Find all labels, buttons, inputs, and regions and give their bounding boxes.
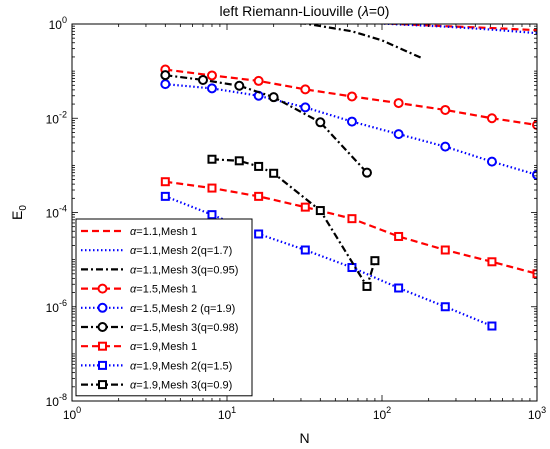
legend-entry: α=1.9,Mesh 1 <box>81 341 197 353</box>
series-line <box>165 83 537 176</box>
data-point <box>206 83 217 94</box>
data-point <box>487 321 497 331</box>
axes-layer: 100 101 102 103 10-8 10-6 10-4 10-2 100 <box>46 15 547 422</box>
data-layer <box>160 24 537 331</box>
data-point <box>160 191 170 201</box>
data-point <box>207 154 217 164</box>
data-point <box>253 75 264 86</box>
data-point <box>440 302 450 312</box>
data-point <box>440 104 451 115</box>
legend-label: α=1.9,Mesh 3(q=0.9) <box>130 380 232 392</box>
legend-entry: α=1.1,Mesh 1 <box>81 226 197 238</box>
legend-entry: α=1.9,Mesh 2(q=1.5) <box>81 360 232 372</box>
data-point <box>487 257 497 267</box>
x-axis-label: N <box>299 430 309 446</box>
legend-entry: α=1.9,Mesh 3(q=0.9) <box>81 380 232 392</box>
data-point <box>160 70 171 81</box>
data-point <box>486 113 497 124</box>
legend-entry: α=1.5,Mesh 2 (q=1.9) <box>81 302 235 315</box>
series-1 <box>372 24 537 32</box>
data-point <box>234 156 244 166</box>
data-point <box>362 281 372 291</box>
data-point <box>300 102 311 113</box>
data-point <box>207 210 217 220</box>
data-point <box>393 98 404 109</box>
legend: α=1.1,Mesh 1 α=1.1,Mesh 2(q=1.7) α=1.1,Mes… <box>75 218 253 397</box>
data-point <box>346 91 357 102</box>
data-point <box>97 302 108 313</box>
series-line <box>165 74 368 174</box>
series-line <box>288 24 423 59</box>
legend-label: α=1.1,Mesh 1 <box>130 226 197 238</box>
data-point <box>300 84 311 95</box>
series-4 <box>160 64 537 130</box>
data-point <box>269 168 279 178</box>
legend-entry: α=1.5,Mesh 1 <box>81 283 197 296</box>
data-point <box>300 245 310 255</box>
data-point <box>300 202 310 212</box>
legend-label: α=1.9,Mesh 1 <box>130 341 197 353</box>
y-tick-label: 100 <box>49 15 67 32</box>
series-line <box>164 195 493 328</box>
legend-label: α=1.5,Mesh 1 <box>130 284 197 296</box>
series-9 <box>207 154 380 291</box>
legend-label: α=1.5,Mesh 2 (q=1.9) <box>130 303 235 315</box>
series-line <box>368 24 537 35</box>
data-point <box>98 360 107 370</box>
legend-entry: α=1.5,Mesh 3(q=0.98) <box>81 322 238 334</box>
data-point <box>393 129 404 140</box>
data-point <box>98 341 107 351</box>
data-point <box>370 256 380 266</box>
data-point <box>254 191 264 201</box>
data-point <box>234 80 245 91</box>
data-point <box>347 214 357 224</box>
y-tick-label: 10-4 <box>46 204 67 221</box>
data-point <box>486 156 497 167</box>
legend-label: α=1.1,Mesh 2(q=1.7) <box>130 245 232 257</box>
data-point <box>160 79 171 90</box>
series-line <box>372 24 537 32</box>
data-point <box>206 70 217 81</box>
data-point <box>254 229 264 239</box>
y-tick-label: 10-6 <box>46 298 67 315</box>
y-tick-label: 10-2 <box>46 109 67 126</box>
legend-entry: α=1.1,Mesh 3(q=0.95) <box>81 264 238 276</box>
data-point <box>98 380 107 390</box>
x-tick-label: 103 <box>528 405 546 422</box>
data-point <box>315 117 326 128</box>
series-8 <box>160 191 497 331</box>
x-tick-label: 100 <box>63 405 81 422</box>
data-point <box>394 231 404 241</box>
data-point <box>97 283 108 294</box>
data-point <box>197 74 208 85</box>
series-2 <box>368 24 537 35</box>
x-tick-label: 102 <box>373 405 391 422</box>
data-point <box>440 245 450 255</box>
legend-label: α=1.1,Mesh 3(q=0.95) <box>130 264 238 276</box>
data-point <box>394 283 404 293</box>
data-point <box>160 177 170 187</box>
legend-label: α=1.9,Mesh 2(q=1.5) <box>130 360 232 372</box>
series-6 <box>160 70 372 178</box>
legend-label: α=1.5,Mesh 3(q=0.98) <box>130 322 238 334</box>
x-tick-label: 101 <box>218 405 236 422</box>
data-point <box>440 141 451 152</box>
data-point <box>315 206 325 216</box>
series-3 <box>288 24 423 59</box>
y-tick-label: 10-8 <box>46 392 67 409</box>
data-point <box>361 167 372 178</box>
legend-entry: α=1.1,Mesh 2(q=1.7) <box>81 245 232 257</box>
data-point <box>254 161 264 171</box>
chart-title: left Riemann-Liouville (λ=0) <box>220 3 390 19</box>
data-point <box>97 322 108 332</box>
data-point <box>207 183 217 193</box>
data-point <box>346 116 357 127</box>
series-7 <box>160 177 537 279</box>
data-point <box>268 92 279 103</box>
y-axis-label: E0 <box>9 205 29 220</box>
